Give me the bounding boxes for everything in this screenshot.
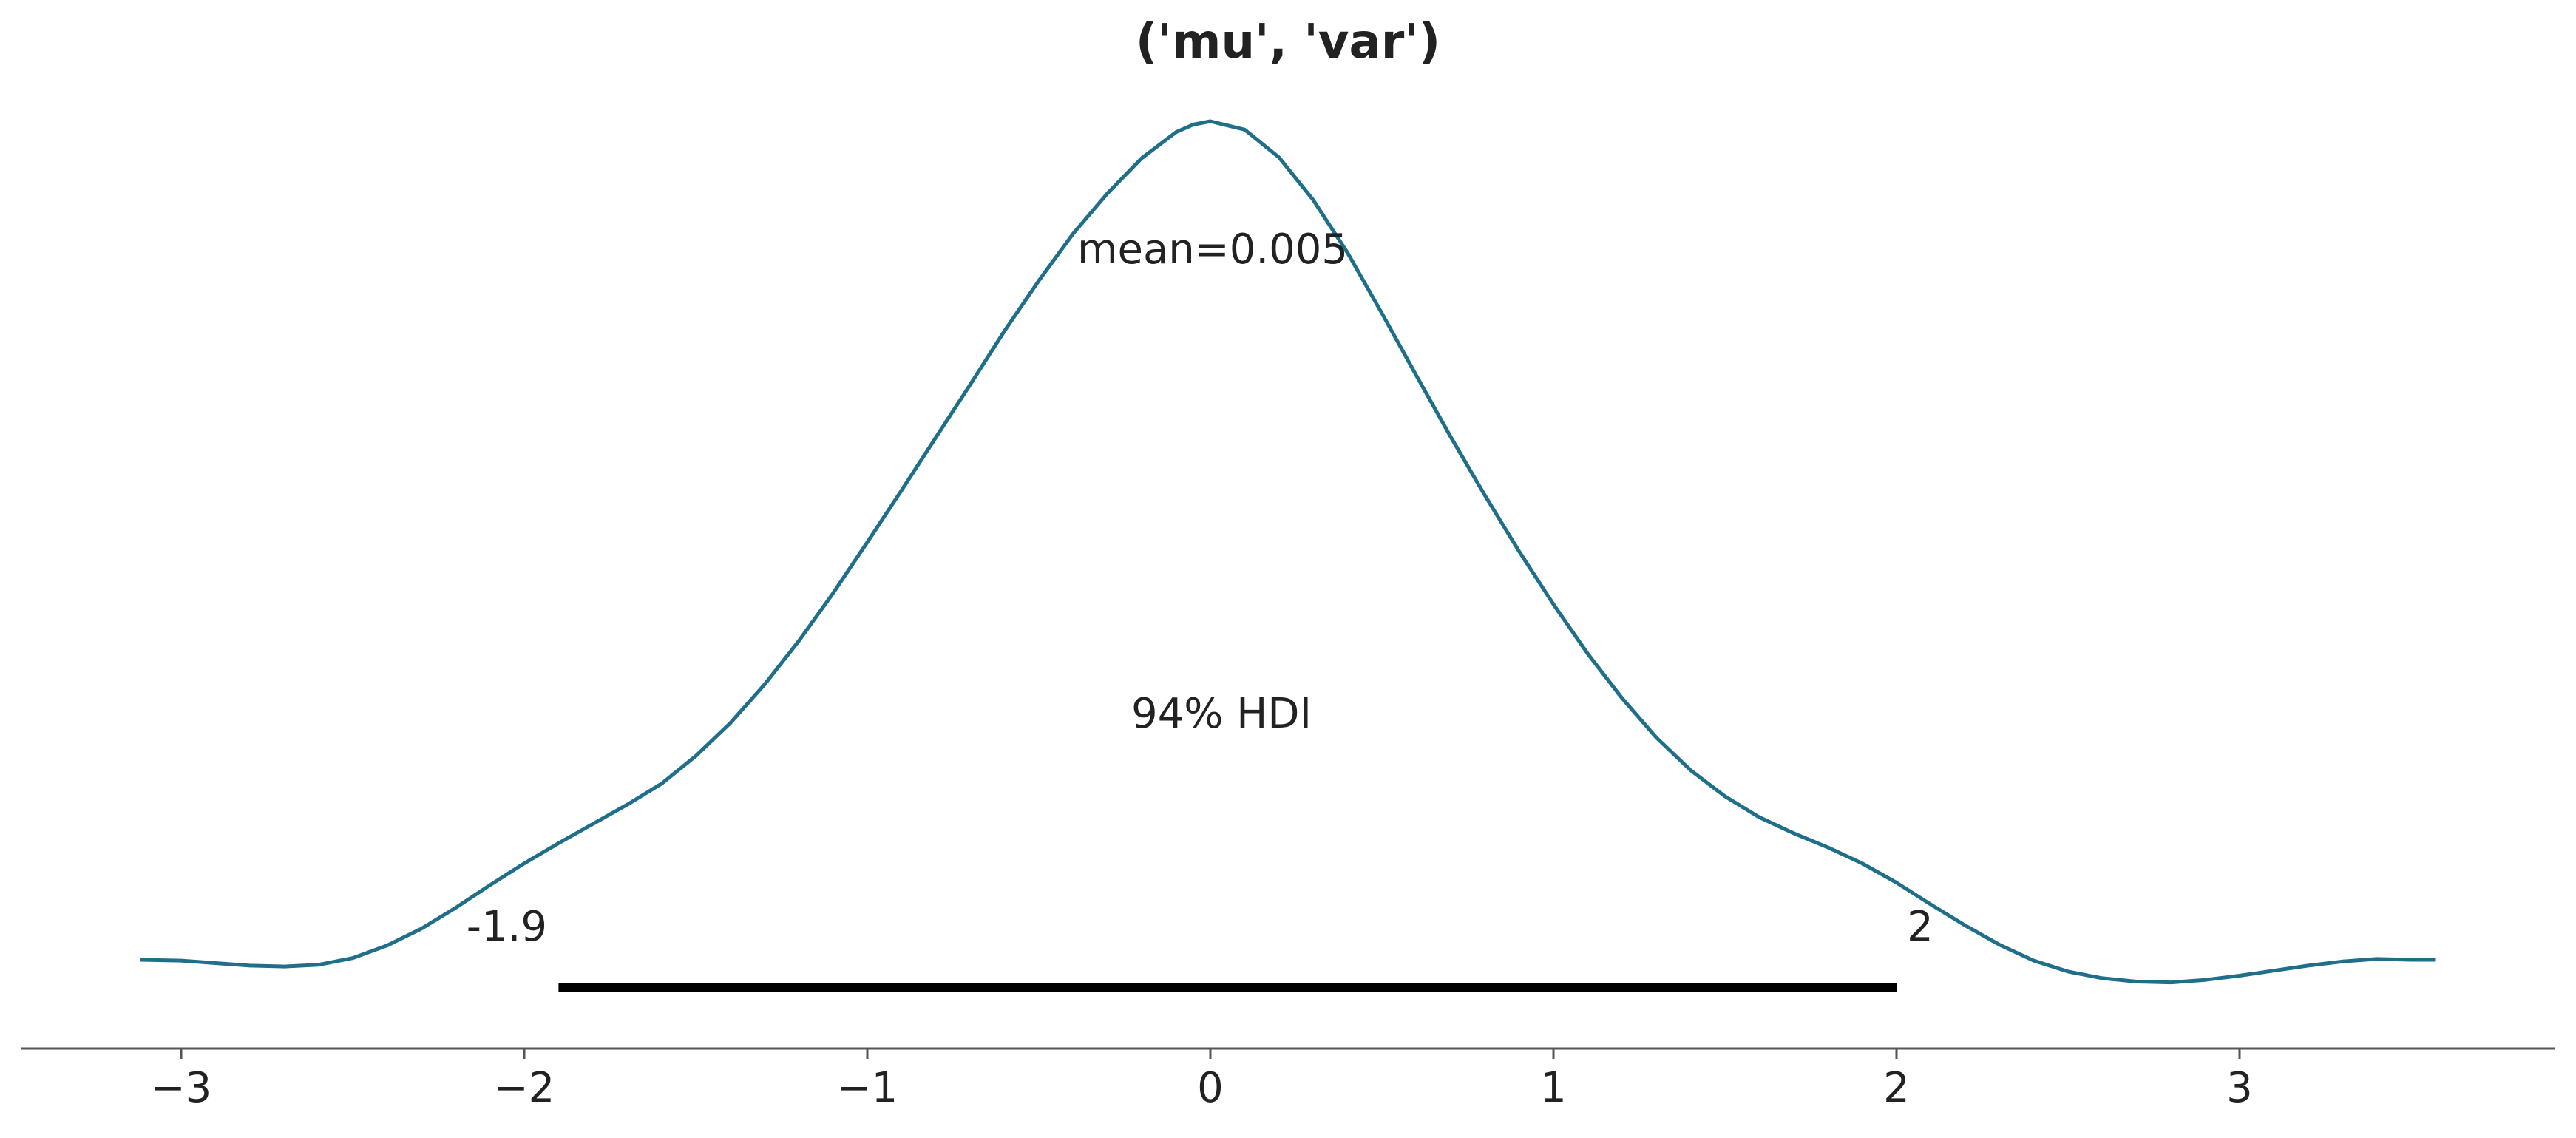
x-tick-label: 0 [1197,1064,1224,1112]
x-tick-label: −1 [837,1064,898,1112]
x-tick-label: −2 [494,1064,555,1112]
hdi-upper-label: 2 [1907,903,1933,951]
hdi-label: 94% HDI [1131,690,1312,738]
x-tick-label: 1 [1540,1064,1567,1112]
x-tick-label: −3 [151,1064,212,1112]
chart-title: ('mu', 'var') [1136,15,1440,70]
density-curve [140,119,2436,985]
plot-area: −3 −2 −1 0 1 2 3 [21,119,2555,1112]
x-tick-label: 2 [1883,1064,1910,1112]
x-tick-label: 3 [2226,1064,2253,1112]
hdi-lower-label: -1.9 [467,903,547,951]
mean-annotation: mean=0.005 [1077,226,1348,274]
